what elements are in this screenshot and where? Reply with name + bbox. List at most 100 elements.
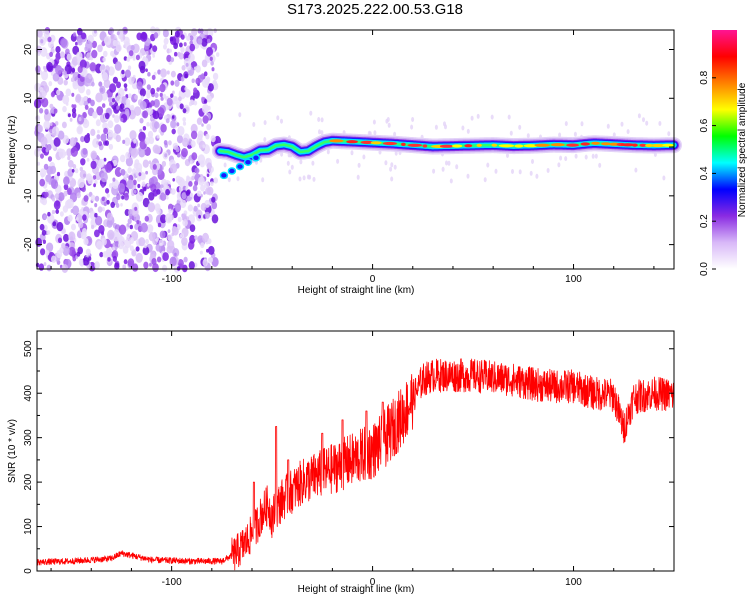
chart-title: S173.2025.222.00.53.G18 (287, 1, 463, 18)
noise-dot (149, 262, 152, 267)
noise-dot (94, 212, 98, 218)
noise-dot (47, 211, 51, 217)
noise-dot (76, 251, 81, 257)
noise-dot (125, 156, 133, 167)
ridge-peak (464, 144, 473, 148)
noise-dot (147, 107, 153, 116)
noise-dot (142, 197, 150, 208)
noise-dot (57, 237, 63, 244)
noise-dot (203, 191, 206, 195)
noise-dot (85, 174, 90, 180)
noise-dot (90, 150, 98, 160)
noise-dot (252, 122, 256, 127)
noise-dot (167, 234, 173, 242)
noise-dot (144, 215, 149, 222)
noise-dot (156, 207, 162, 215)
noise-dot (183, 57, 191, 67)
noise-dot (98, 141, 103, 147)
noise-dot (75, 217, 79, 221)
noise-dot (122, 264, 127, 270)
noise-dot (207, 83, 214, 92)
noise-dot (211, 201, 218, 210)
noise-dot (72, 205, 80, 216)
noise-dot (443, 121, 446, 127)
noise-dot (56, 250, 63, 259)
noise-dot (111, 98, 116, 103)
noise-dot (506, 153, 509, 158)
ridge-peak (401, 142, 406, 146)
noise-dot (107, 229, 115, 240)
noise-dot (135, 162, 143, 172)
ridge-peak (534, 143, 550, 147)
noise-dot (78, 83, 85, 94)
noise-dot (135, 246, 140, 252)
noise-dot (386, 117, 390, 122)
noise-dot (132, 57, 136, 61)
noise-dot (80, 158, 86, 166)
noise-dot (145, 50, 149, 55)
snr-line (36, 358, 675, 571)
noise-dot (147, 183, 150, 187)
x-tick-label: 0 (370, 577, 376, 588)
noise-dot (41, 97, 49, 108)
noise-dot (298, 176, 302, 182)
noise-dot (200, 202, 207, 211)
noise-dot (518, 169, 522, 175)
noise-dot (441, 166, 445, 172)
noise-dot (206, 38, 211, 44)
noise-dot (160, 214, 167, 224)
noise-dot (39, 108, 44, 114)
noise-dot (80, 136, 85, 143)
noise-dot (205, 133, 210, 140)
noise-dot (106, 199, 110, 205)
ridge-peak (382, 141, 397, 146)
noise-dot (71, 223, 76, 231)
noise-dot (206, 95, 212, 103)
noise-dot (82, 214, 87, 221)
noise-dot (76, 192, 81, 199)
noise-dot (69, 137, 77, 147)
noise-dot (56, 89, 61, 96)
noise-dot (200, 242, 205, 249)
noise-dot (193, 87, 198, 94)
noise-dot (180, 85, 187, 93)
noise-dot (55, 121, 59, 126)
noise-dot (62, 205, 69, 213)
noise-dot (127, 65, 132, 71)
noise-dot (193, 205, 198, 212)
spectrogram-y-axis-label: Frequency (Hz) (7, 116, 18, 185)
noise-dot (40, 248, 46, 256)
noise-dot (166, 196, 169, 200)
noise-dot (170, 70, 176, 78)
noise-dot (180, 232, 184, 238)
noise-dot (107, 257, 111, 262)
noise-dot (263, 137, 267, 143)
noise-dot (182, 185, 187, 192)
x-tick-label: 0 (370, 274, 376, 285)
noise-dot (95, 92, 103, 103)
noise-dot (200, 184, 206, 192)
noise-dot (198, 176, 205, 186)
noise-dot (66, 198, 74, 209)
noise-dot (191, 152, 198, 161)
noise-dot (37, 147, 41, 152)
noise-dot (445, 160, 448, 166)
noise-dot (97, 129, 100, 134)
ridge-peak (662, 143, 674, 147)
ridge-peak (407, 143, 423, 147)
noise-dot (121, 195, 125, 200)
noise-dot (189, 192, 194, 198)
noise-dot (63, 79, 68, 86)
noise-dot (166, 70, 170, 75)
noise-dot (104, 112, 110, 120)
noise-dot (494, 168, 498, 174)
noise-dot (151, 74, 156, 80)
noise-dot (197, 154, 206, 165)
noise-dot (57, 130, 65, 140)
noise-dot (174, 79, 180, 87)
noise-dot (148, 232, 156, 242)
noise-dot (49, 103, 54, 109)
noise-dot (112, 39, 118, 47)
noise-dot (68, 231, 76, 242)
noise-dot (163, 140, 168, 146)
